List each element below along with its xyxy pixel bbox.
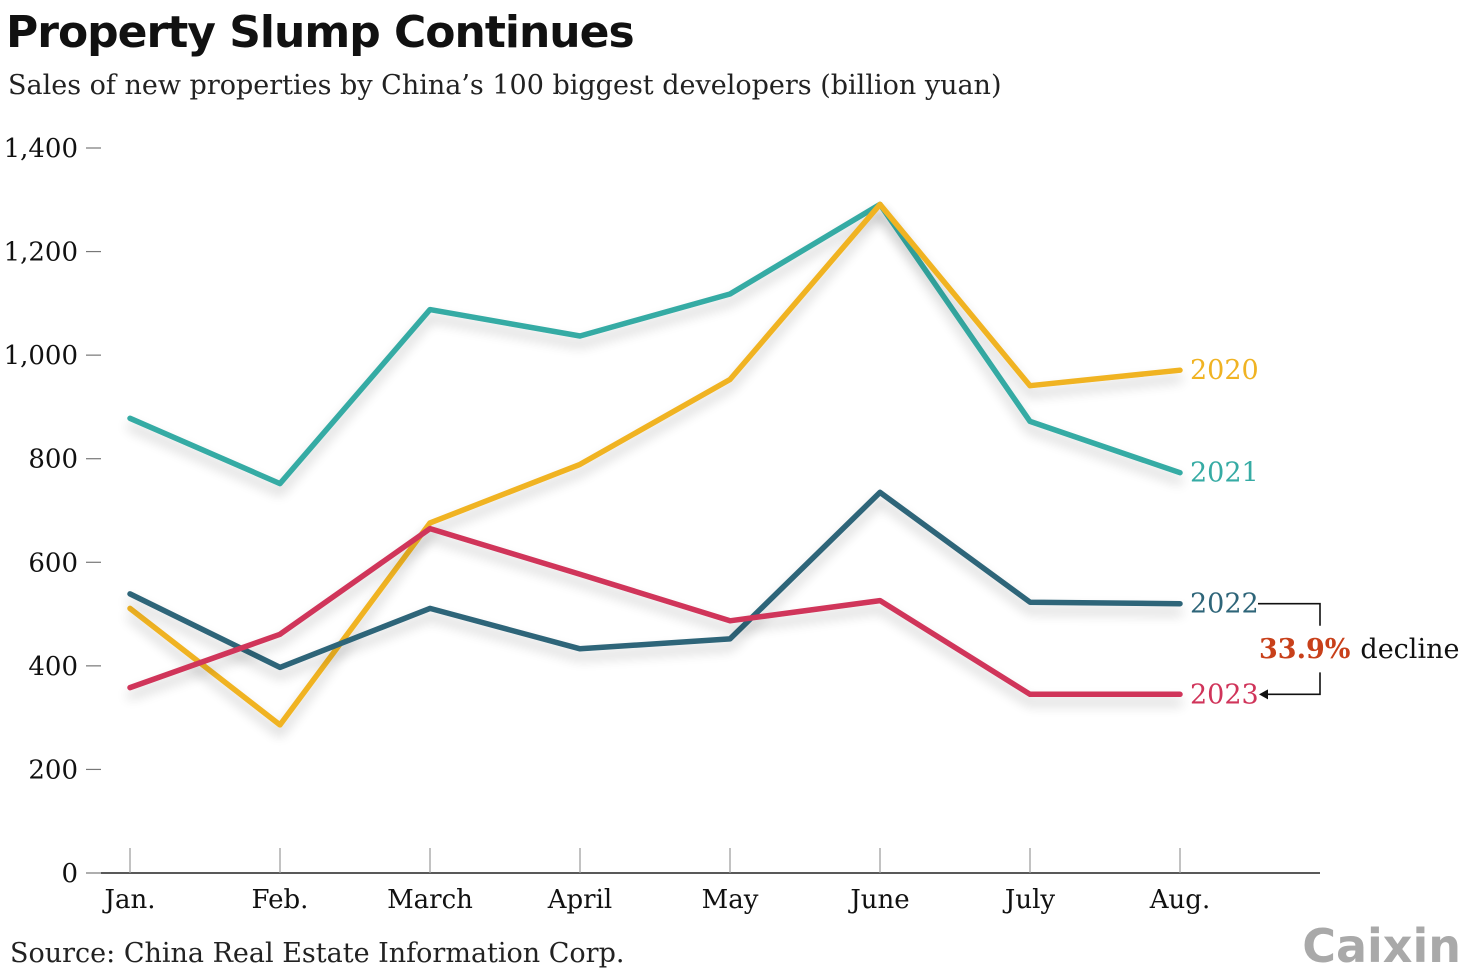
decline-percent: 33.9% [1259,634,1350,665]
series-line-2021 [127,201,1183,487]
y-tick-label: 600 [28,548,78,578]
decline-arrowhead [1259,689,1268,700]
y-tick-label: 800 [28,445,78,475]
x-tick-label: Feb. [252,885,309,915]
chart-title: Property Slump Continues [6,7,634,58]
series-line-2020 [127,201,1183,728]
series-lines [127,201,1183,728]
y-tick-label: 1,200 [4,238,78,268]
decline-annotation-text: 33.9% decline [1259,634,1459,665]
x-tick-label: March [387,885,473,915]
series-label-2022: 2022 [1190,589,1259,620]
x-tick-label: June [847,885,909,915]
decline-annotation: 33.9% decline [1258,602,1459,700]
y-tick-label: 400 [28,652,78,682]
decline-bracket [1258,602,1321,696]
series-label-2020: 2020 [1190,355,1259,386]
source-note: Source: China Real Estate Information Co… [10,938,624,969]
y-tick-label: 1,400 [4,134,78,164]
series-labels: 2021 2020 2022 2023 [1190,355,1259,710]
y-tick-label: 0 [61,859,78,889]
x-tick-label: Aug. [1149,885,1210,915]
series-line-2023 [127,525,1183,698]
caixin-logo: Caixin [1302,919,1461,973]
decline-word: decline [1360,634,1459,665]
series-label-2021: 2021 [1190,458,1259,489]
x-axis: Jan. Feb. March April May June July Aug. [101,848,1320,915]
chart-subtitle: Sales of new properties by China’s 100 b… [8,70,1001,101]
x-tick-label: July [1002,885,1055,915]
series-line-2022 [127,489,1183,671]
series-label-2023: 2023 [1190,679,1259,710]
x-tick-label: April [547,885,612,915]
y-tick-label: 200 [28,755,78,785]
y-axis: 0 200 400 600 800 1,000 1,200 1,400 [4,134,101,889]
y-tick-label: 1,000 [4,341,78,371]
x-tick-label: May [702,885,759,915]
x-tick-label: Jan. [102,885,156,915]
